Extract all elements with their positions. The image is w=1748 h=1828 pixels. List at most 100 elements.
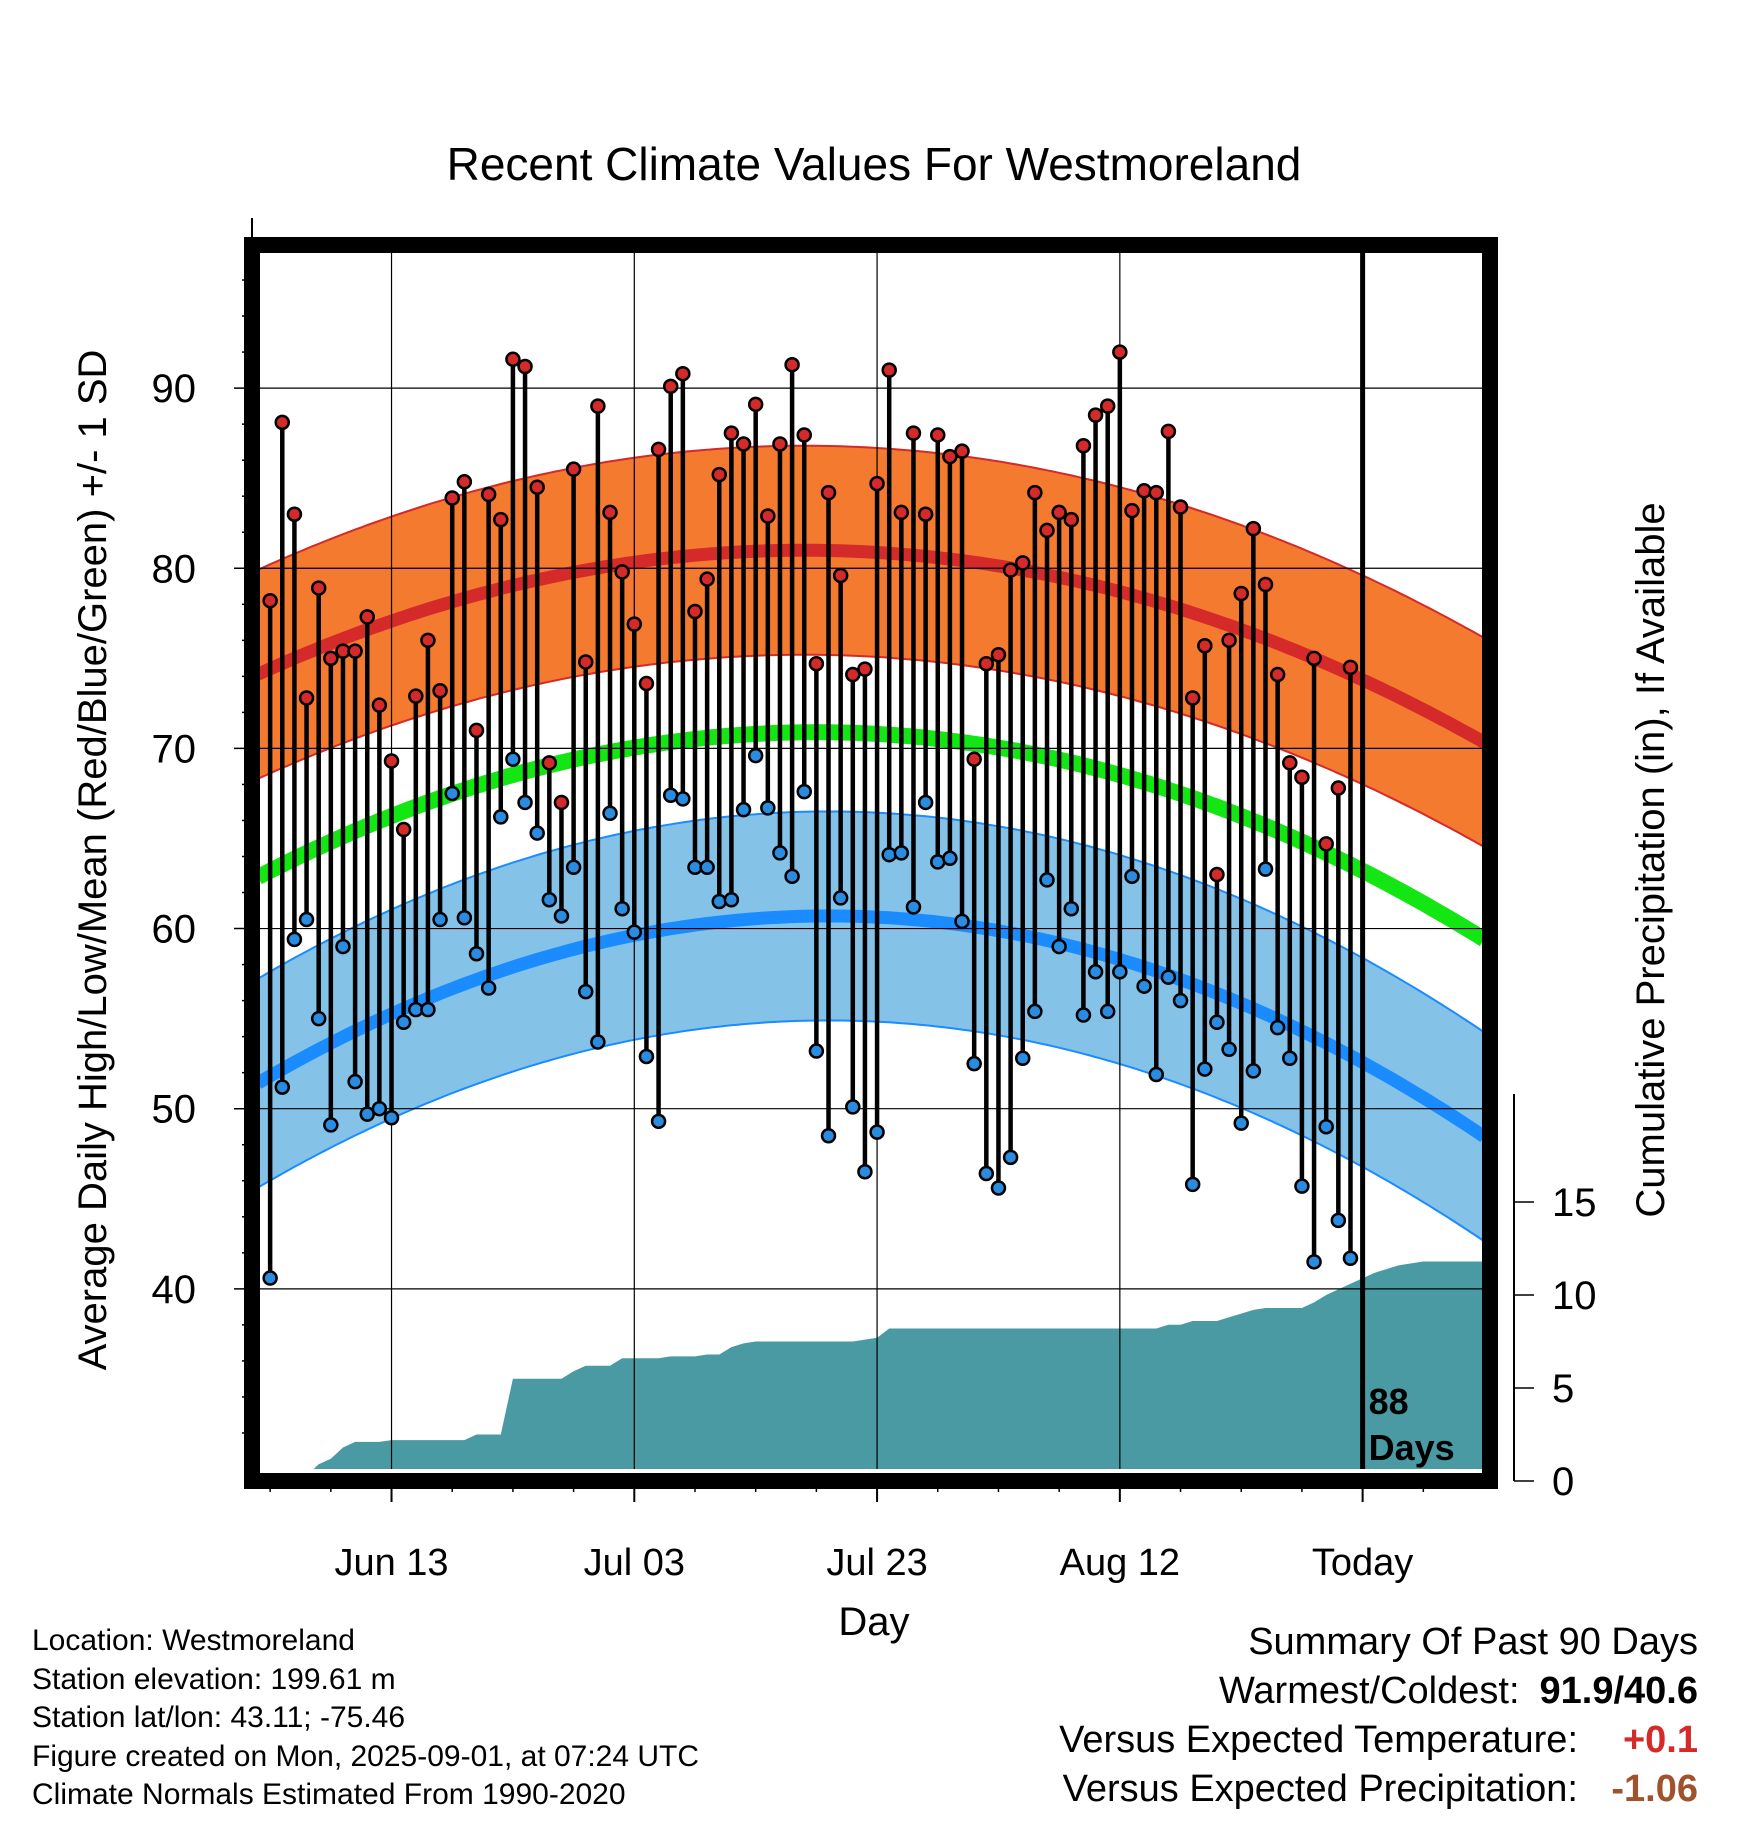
low-point: [517, 794, 533, 811]
high-point: [1197, 637, 1213, 654]
high-point: [1112, 344, 1128, 360]
x-tick-label: Today: [1312, 1542, 1413, 1584]
high-point: [1342, 659, 1359, 676]
low-point: [1269, 1019, 1286, 1036]
low-point: [1075, 1007, 1092, 1023]
high-point: [505, 351, 521, 368]
low-point: [808, 1043, 825, 1059]
low-point: [274, 1079, 291, 1095]
low-point: [1099, 1003, 1116, 1020]
low-point: [760, 800, 776, 816]
high-point: [323, 650, 339, 667]
low-point: [1136, 978, 1152, 994]
high-point: [577, 654, 594, 670]
y-axis-label-right: Cumulative Precipitation (in), If Availa…: [1629, 502, 1673, 1217]
low-point: [942, 850, 958, 867]
high-point: [893, 504, 910, 521]
high-point: [796, 427, 812, 443]
precip-tick-label: 0: [1552, 1460, 1574, 1504]
high-point: [1148, 484, 1165, 501]
high-point: [347, 643, 363, 659]
x-axis-label: Day: [838, 1600, 909, 1644]
y-tick-label: 60: [152, 908, 197, 952]
high-point: [869, 475, 885, 492]
low-point: [359, 1106, 375, 1122]
low-point: [1257, 861, 1274, 877]
low-point: [541, 891, 558, 908]
low-point: [383, 1109, 400, 1126]
high-point: [1294, 769, 1310, 785]
high-point: [845, 666, 861, 683]
precip-anomaly-label: Versus Expected Precipitation:: [1062, 1768, 1578, 1810]
high-point: [432, 683, 448, 699]
high-point: [1318, 836, 1334, 852]
low-point: [1039, 872, 1055, 888]
low-point: [905, 899, 922, 915]
high-point: [675, 365, 691, 382]
today-days-label: Days: [1369, 1427, 1455, 1468]
low-point: [917, 794, 934, 811]
high-point: [917, 506, 934, 522]
low-point: [954, 913, 970, 930]
axes: 88 Days 40 50 60 70 80 90 0 5 10 15 Jun 13 Jul 03 Jul …: [152, 218, 1597, 1584]
low-point: [1197, 1061, 1213, 1077]
low-point: [371, 1100, 388, 1117]
high-point: [711, 466, 728, 483]
summary-panel: Summary Of Past 90 Days Warmest/Coldest:…: [1059, 1618, 1698, 1814]
low-point: [602, 805, 618, 822]
high-point: [1257, 576, 1274, 593]
low-point: [675, 791, 691, 807]
low-point: [638, 1048, 655, 1065]
precip-area: [313, 1261, 1484, 1469]
warm-cold-label: Warmest/Coldest:: [1218, 1670, 1520, 1712]
high-point: [966, 751, 982, 767]
low-point: [881, 846, 897, 863]
low-point: [893, 845, 910, 861]
high-point: [395, 821, 412, 838]
low-point: [565, 859, 582, 876]
low-point: [468, 946, 485, 962]
y-tick-label: 70: [152, 727, 197, 771]
low-point: [990, 1180, 1007, 1196]
summary-heading: Summary Of Past 90 Days: [1248, 1621, 1698, 1663]
low-point: [978, 1165, 995, 1182]
latlon-text: Station lat/lon: 43.11; -75.46: [32, 1701, 406, 1734]
low-point: [626, 924, 643, 940]
high-point: [1172, 499, 1189, 515]
high-point: [626, 616, 643, 632]
high-point: [1245, 520, 1262, 537]
high-point: [298, 690, 315, 706]
precip-tick-label: 15: [1552, 1181, 1597, 1225]
high-point: [760, 508, 776, 524]
low-point: [1233, 1115, 1249, 1131]
low-point: [1330, 1212, 1347, 1229]
low-point: [1282, 1050, 1298, 1067]
plot-area: [258, 244, 1484, 1469]
low-point: [347, 1073, 363, 1090]
low-point: [1027, 1003, 1043, 1020]
low-point: [820, 1127, 837, 1144]
low-point: [869, 1124, 885, 1140]
high-point: [772, 436, 788, 452]
chart-title: Recent Climate Values For Westmoreland: [447, 138, 1302, 190]
high-point: [1124, 502, 1140, 519]
x-tick-label: Aug 12: [1060, 1542, 1180, 1584]
high-point: [1027, 484, 1043, 501]
low-point: [723, 891, 740, 908]
low-point: [432, 911, 448, 928]
y-axis-label-left: Average Daily High/Low/Mean (Red/Blue/Gr…: [71, 350, 115, 1371]
high-point: [614, 564, 630, 580]
low-point: [1112, 964, 1128, 980]
precip-tick-label: 5: [1552, 1367, 1574, 1411]
high-point: [480, 486, 497, 503]
low-point: [262, 1270, 278, 1286]
high-point: [420, 632, 436, 649]
high-point: [493, 511, 509, 528]
x-tick-label: Jun 13: [334, 1542, 448, 1584]
low-point: [323, 1117, 339, 1133]
low-point: [420, 1001, 436, 1018]
today-days-number: 88: [1369, 1381, 1409, 1422]
low-point: [711, 893, 728, 910]
high-point: [747, 396, 764, 413]
high-point: [1269, 666, 1286, 683]
